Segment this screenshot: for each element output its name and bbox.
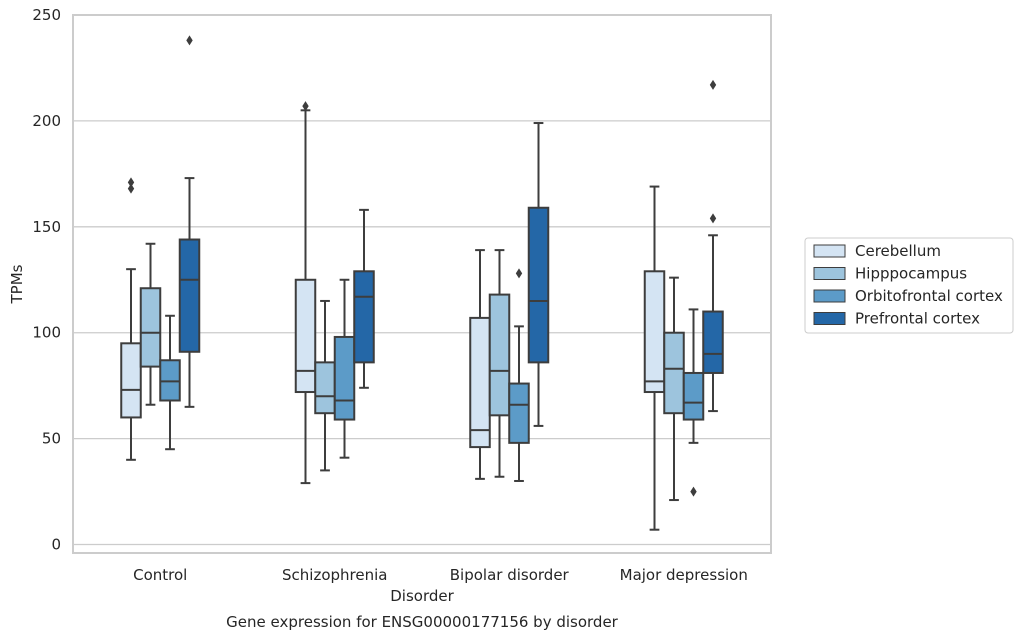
- plot-frame: [72, 14, 772, 554]
- box-iqr: [139, 287, 162, 368]
- legend-label: Prefrontal cortex: [855, 310, 980, 328]
- outlier-point: [515, 268, 523, 279]
- box-iqr: [663, 331, 685, 415]
- gridlines: [73, 14, 771, 546]
- box-1-0: [294, 101, 317, 485]
- box-2-3: [527, 122, 550, 427]
- box-2-2: [508, 268, 530, 482]
- legend-label: Orbitofrontal cortex: [855, 287, 1003, 305]
- box-series: [120, 35, 724, 531]
- outlier-point: [302, 101, 309, 112]
- box-iqr: [353, 270, 375, 364]
- box-3-2: [682, 308, 705, 497]
- legend-swatch: [813, 289, 846, 303]
- legend: Cerebellum Hipppocampus Orbitofrontal cort…: [804, 237, 1014, 334]
- box-3-0: [643, 185, 666, 531]
- box-iqr: [159, 359, 181, 402]
- outlier-point: [709, 213, 717, 224]
- y-tick-labels: 0 50 100 150 200 250: [32, 6, 61, 554]
- box-iqr: [469, 316, 491, 449]
- box-0-1: [139, 242, 162, 406]
- box-iqr: [702, 310, 724, 374]
- y-tick-label: 250: [32, 6, 61, 24]
- box-iqr: [120, 342, 142, 419]
- y-tick-label: 100: [32, 324, 61, 342]
- x-tick-label: Schizophrenia: [282, 566, 387, 584]
- box-iqr: [294, 278, 317, 394]
- y-axis-title: TPMs: [8, 264, 26, 304]
- legend-frame: [804, 237, 1014, 334]
- box-1-1: [314, 299, 336, 472]
- box-2-1: [488, 249, 511, 478]
- box-3-3: [702, 79, 724, 413]
- box-iqr: [178, 238, 201, 353]
- legend-label: Hipppocampus: [855, 265, 967, 283]
- box-iqr: [643, 270, 666, 394]
- legend-swatch: [813, 244, 846, 258]
- y-tick-label: 150: [32, 218, 61, 236]
- box-iqr: [333, 335, 356, 421]
- box-1-2: [333, 278, 356, 459]
- outlier-point: [709, 79, 717, 90]
- x-tick-label: Control: [133, 566, 187, 584]
- outlier-point: [186, 35, 193, 46]
- box-1-3: [353, 208, 375, 389]
- box-2-0: [469, 249, 491, 480]
- box-iqr: [682, 371, 705, 421]
- legend-label: Cerebellum: [855, 242, 941, 260]
- box-iqr: [527, 206, 550, 364]
- x-tick-label: Bipolar disorder: [450, 566, 570, 584]
- box-iqr: [488, 293, 511, 417]
- outlier-point: [127, 177, 135, 188]
- y-tick-label: 200: [32, 112, 61, 130]
- y-tick-label: 0: [51, 536, 61, 554]
- box-3-1: [663, 276, 685, 502]
- outlier-point: [127, 183, 135, 194]
- legend-swatch: [813, 267, 846, 280]
- box-iqr: [508, 382, 530, 444]
- x-tick-labels: Control Schizophrenia Bipolar disorder Majo…: [133, 566, 748, 584]
- outlier-point: [690, 486, 697, 497]
- x-tick-label: Major depression: [620, 566, 748, 584]
- legend-swatch: [813, 312, 846, 325]
- x-axis-title: Disorder: [390, 587, 454, 605]
- box-0-0: [120, 177, 142, 461]
- chart-caption: Gene expression for ENSG00000177156 by d…: [226, 613, 619, 631]
- box-iqr: [314, 361, 336, 415]
- box-0-2: [159, 314, 181, 451]
- y-tick-label: 50: [42, 430, 61, 448]
- box-0-3: [178, 35, 201, 408]
